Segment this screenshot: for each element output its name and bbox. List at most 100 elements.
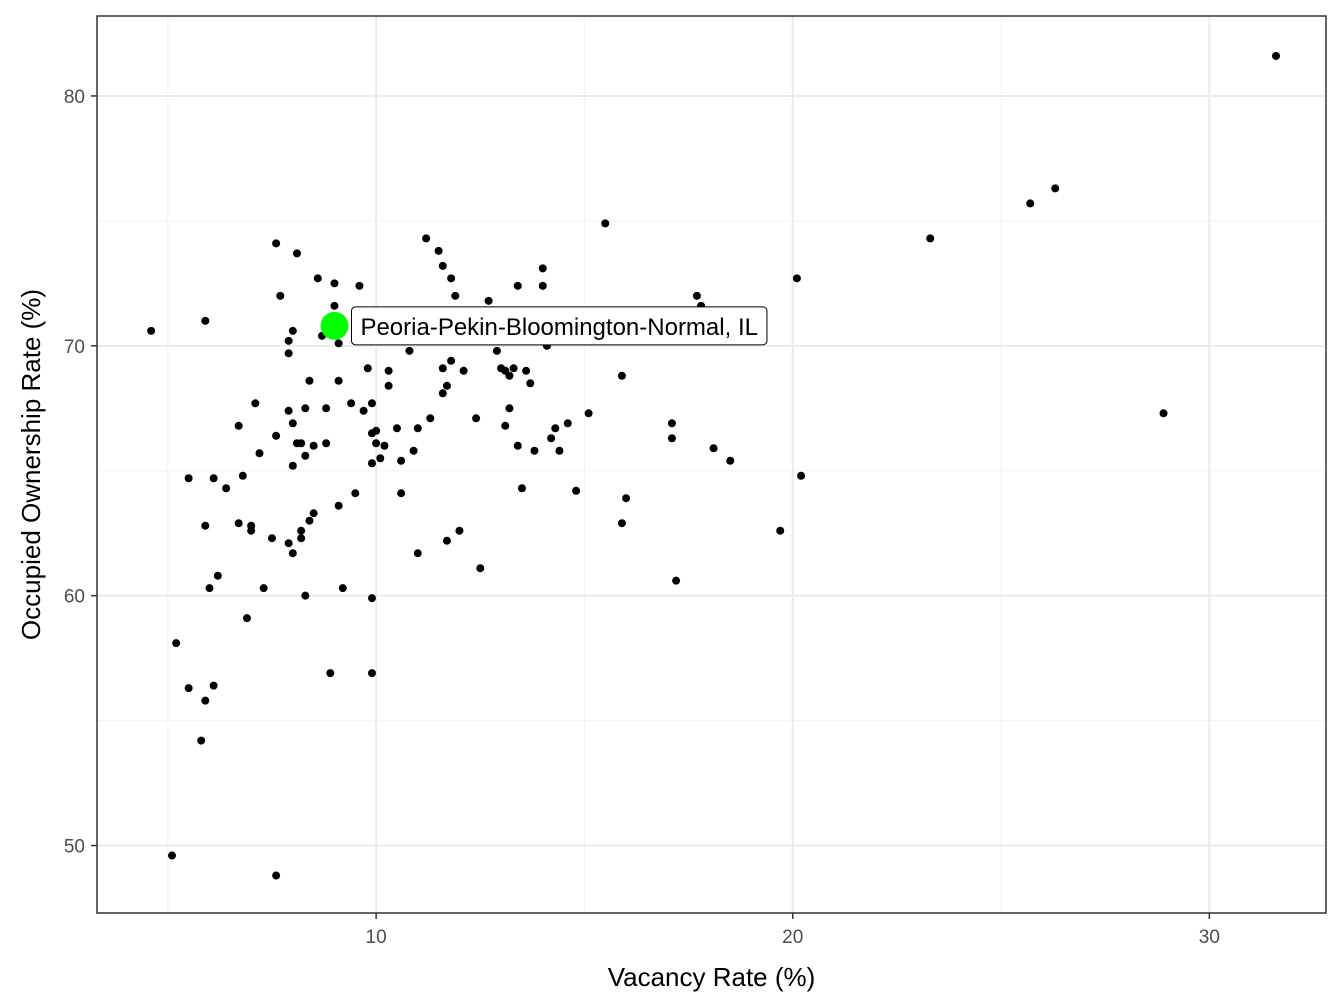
data-point (538, 281, 547, 290)
data-point (451, 291, 460, 300)
x-tick-label: 30 (1199, 927, 1220, 948)
data-point (322, 404, 331, 413)
data-point (297, 534, 306, 543)
data-point (797, 471, 806, 480)
data-point (147, 326, 156, 335)
data-point (1159, 409, 1168, 418)
data-point (222, 484, 231, 493)
data-point (305, 376, 314, 385)
data-point (213, 571, 222, 580)
data-point (292, 249, 301, 258)
data-point (238, 471, 247, 480)
data-point (301, 591, 310, 600)
data-point (447, 274, 456, 283)
data-point (297, 526, 306, 535)
highlight-point (320, 311, 349, 340)
data-point (372, 426, 381, 435)
data-point (255, 449, 264, 458)
data-point (272, 431, 281, 440)
data-point (305, 516, 314, 525)
data-point (272, 239, 281, 248)
data-point (247, 521, 256, 530)
data-point (551, 424, 560, 433)
data-point (334, 376, 343, 385)
data-point (201, 696, 210, 705)
data-point (447, 356, 456, 365)
data-point (284, 539, 293, 548)
data-point (372, 439, 381, 448)
data-point (563, 419, 572, 428)
data-point (426, 414, 435, 423)
data-point (405, 346, 414, 355)
data-point (422, 234, 431, 243)
y-tick-label: 50 (64, 837, 85, 858)
plot-panel-border (96, 15, 1327, 914)
data-point (472, 414, 481, 423)
data-point (234, 421, 243, 430)
axis-ticks: 10 20 30 50 60 70 80 (64, 87, 1220, 948)
y-axis-title: Occupied Ownership Rate (%) (16, 289, 46, 640)
data-point (538, 264, 547, 273)
data-point (1272, 51, 1281, 60)
data-point (313, 274, 322, 283)
data-point (284, 336, 293, 345)
data-point (347, 399, 356, 408)
data-point (334, 339, 343, 348)
data-point (667, 434, 676, 443)
data-point (355, 281, 364, 290)
data-point (476, 564, 485, 573)
data-point (367, 399, 376, 408)
data-point (284, 406, 293, 415)
data-point (330, 301, 339, 310)
data-point (409, 446, 418, 455)
data-point (284, 349, 293, 358)
data-point (547, 434, 556, 443)
data-point (209, 681, 218, 690)
data-point (259, 584, 268, 593)
data-point (326, 669, 335, 678)
data-point (309, 441, 318, 450)
data-point (692, 291, 701, 300)
data-point (234, 519, 243, 528)
data-point (384, 381, 393, 390)
data-point (363, 364, 372, 373)
data-point (380, 441, 389, 450)
data-point (522, 366, 531, 375)
data-point (184, 474, 193, 483)
data-point (1026, 199, 1035, 208)
data-point (792, 274, 801, 283)
highlight-label-box (350, 306, 768, 346)
data-point (442, 381, 451, 390)
data-point (505, 371, 514, 380)
x-axis-title: Vacancy Rate (%) (608, 962, 816, 992)
data-point (617, 519, 626, 528)
data-point (413, 549, 422, 558)
data-point (184, 684, 193, 693)
data-point (492, 346, 501, 355)
data-point (301, 404, 310, 413)
data-point (484, 296, 493, 305)
data-point (397, 456, 406, 465)
data-point (1051, 184, 1060, 193)
data-point (434, 246, 443, 255)
data-point (251, 399, 260, 408)
data-point (617, 371, 626, 380)
data-point (367, 669, 376, 678)
x-tick-label: 10 (366, 927, 387, 948)
data-point (392, 424, 401, 433)
data-point (384, 366, 393, 375)
data-point (622, 494, 631, 503)
data-point (667, 419, 676, 428)
highlight-label: Peoria-Pekin-Bloomington-Normal, IL (360, 314, 757, 341)
data-point (926, 234, 935, 243)
data-point (672, 576, 681, 585)
data-point (776, 526, 785, 535)
plot-panel-background (97, 16, 1326, 913)
data-point (397, 489, 406, 498)
data-point (322, 439, 331, 448)
y-tick-label: 70 (64, 337, 85, 358)
data-point (455, 526, 464, 535)
data-point (288, 549, 297, 558)
data-point (501, 421, 510, 430)
data-point (376, 454, 385, 463)
